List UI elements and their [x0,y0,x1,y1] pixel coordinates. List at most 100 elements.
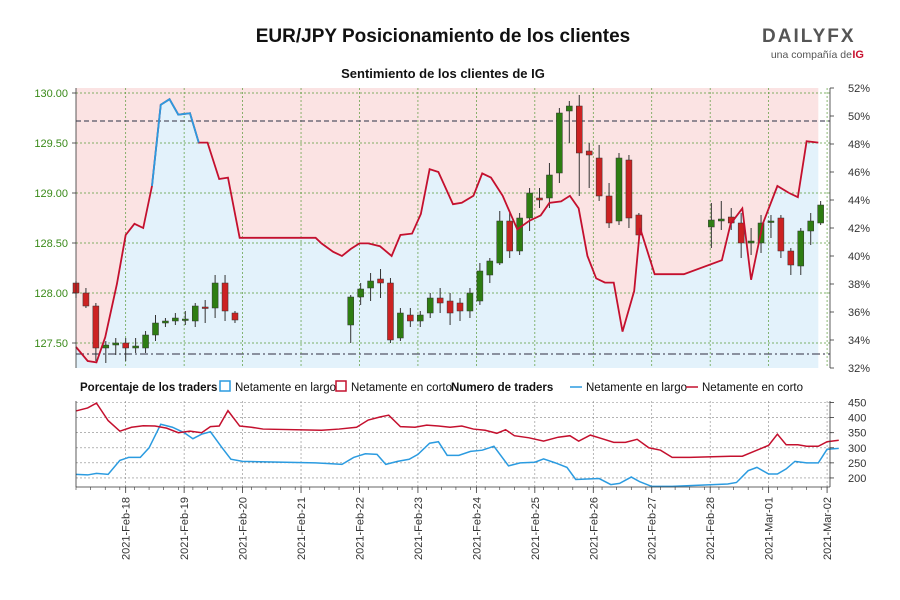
price-tick-label: 128.50 [34,238,68,250]
candle-body [172,317,179,322]
percent-tick-label: 34% [848,335,870,347]
candle-body [377,278,384,284]
candle [556,108,563,183]
candle [767,215,775,238]
candle-body [152,322,159,336]
candle-body [201,306,209,309]
candle-body [456,302,464,312]
candle-body [526,192,533,219]
traders-tick-label: 450 [848,398,866,410]
candle [566,101,573,143]
candle [456,298,464,321]
price-candles [72,95,824,363]
candle [367,273,374,301]
date-tick-label: 2021-Feb-26 [588,497,600,560]
dailyfx-logo: DAILYFX una compañía de IG [762,26,864,61]
date-tick-label: 2021-Feb-28 [705,497,717,560]
candle [576,95,583,196]
candle [172,313,179,325]
candle-body [585,150,593,156]
percent-tick-label: 38% [848,279,870,291]
candle [191,303,199,327]
candle-body [576,105,583,154]
candle-body [162,320,169,324]
traders-lines [75,402,839,488]
candle [152,315,159,341]
price-axis: 127.50 128.00 128.50 129.00 129.50 130.00 [34,88,77,368]
candle-body [777,217,785,252]
candle [92,303,100,361]
date-tick-label: 2021-Feb-23 [413,497,425,560]
candle [221,275,229,321]
candle-body [446,300,454,314]
main-grid [76,88,830,368]
candle [516,213,523,255]
date-tick-label: 2021-Feb-22 [354,497,366,560]
date-tick-label: 2021-Feb-19 [179,497,191,560]
date-tick-label: 2021-Mar-02 [822,497,834,560]
candle-body [221,282,229,312]
candle-body [92,305,100,349]
candle [605,183,613,228]
candle [142,331,149,353]
candle [718,201,725,230]
candle [357,283,364,305]
traders-tick-label: 400 [848,413,866,425]
candle-body [747,240,755,244]
traders-grid [76,401,830,487]
chart-subtitle: Sentimiento de los clientes de IG [341,66,545,81]
traders-tick-label: 350 [848,428,866,440]
legend-short-label-2: Netamente en corto [702,382,803,394]
candle-body [708,219,715,228]
candle [436,288,444,313]
candle-body [211,282,219,309]
candle-body [466,292,474,312]
traders-tick-label: 250 [848,458,866,470]
candle [201,300,209,323]
candle [747,228,755,255]
price-tick-label: 130.00 [34,88,68,100]
legend-num-title: Numero de traders [451,382,553,394]
candle-body [182,318,189,321]
candle-body [387,282,394,341]
date-axis: 2021-Feb-18 2021-Feb-19 2021-Feb-20 2021-Fe… [75,401,834,560]
candle [182,311,189,325]
candle [417,311,424,327]
date-tick-label: 2021-Feb-25 [530,497,542,560]
candle [132,338,139,353]
candle-body [496,220,504,264]
price-tick-label: 128.00 [34,288,68,300]
candle [162,318,169,327]
candle-body [112,342,119,346]
candle-body [407,314,414,322]
sentiment-areas [76,88,830,368]
candle-body [718,218,725,222]
percent-tick-label: 36% [848,307,870,319]
candle-body [417,314,424,322]
date-tick-label: 2021-Feb-20 [238,497,250,560]
candle [536,188,543,208]
candle-body [191,305,199,322]
candle [526,188,533,231]
legend-short-label: Netamente en corto [351,382,452,394]
price-tick-label: 129.50 [34,138,68,150]
traders-tick-label: 200 [848,473,866,485]
candle [496,211,504,265]
candle-body [397,312,404,339]
candle [112,338,119,355]
legend-long-label-2: Netamente en largo [586,382,687,394]
candle [615,153,623,225]
percent-tick-label: 42% [848,223,870,235]
candle-body [426,297,434,314]
candle [397,308,404,341]
price-tick-label: 129.00 [34,188,68,200]
candle [546,163,553,208]
candle [347,295,354,343]
candle-body [142,334,149,349]
candle-body [132,345,139,349]
candle-body [566,105,573,112]
candle-body [122,342,129,349]
candle [426,293,434,318]
percent-tick-label: 32% [848,363,870,375]
percent-axis: 32% 34% 36% 38% 40% 42% 44% 46% 48% 50% 52% [829,83,870,375]
